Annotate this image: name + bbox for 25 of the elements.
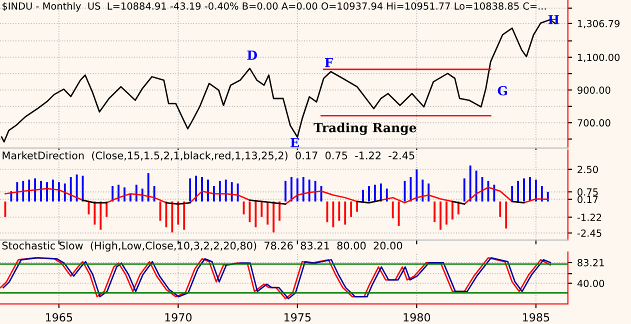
chart-title: MarketDirection (Close,15,1.5,2,1,black,red,1,13,25,2) 0.17 0.75 -1.22 -2.45 (2, 151, 414, 161)
annotation: F (324, 58, 334, 68)
y-tick-label: 0.75 (578, 188, 598, 196)
y-tick-label: 83.21 (578, 259, 604, 266)
y-tick-label: -1.22 (577, 214, 602, 221)
annotation: G (498, 86, 507, 96)
y-tick-label: 2.50 (578, 166, 598, 174)
x-tick-label: 1980 (404, 313, 430, 322)
chart-title: Stochastic Slow (High,Low,Close,10,3,2,2,20,80) 78.26 83.21 80.00 20.00 (2, 241, 402, 252)
x-tick-label: 1975 (284, 313, 311, 322)
y-tick-label: -2.45 (577, 229, 602, 237)
x-tick-label: 1985 (523, 313, 550, 322)
annotation: D (247, 50, 258, 60)
x-tick-label: 1970 (165, 313, 192, 322)
annotation: Trading Range (314, 122, 416, 135)
chart-title: $INDU - Monthly US L=10884.91 -43.19 -0.40% B=0.00 A=0.00 O=10937.94 Hi=10951.77 Lo=10838.85 C=... (2, 2, 546, 12)
annotation: E (290, 138, 299, 148)
y-tick-label: 1,100.00 (578, 54, 620, 62)
y-tick-label: 1,306.79 (578, 20, 620, 28)
y-tick-label: 900.00 (578, 86, 610, 94)
y-tick-label: 40.00 (577, 280, 604, 288)
annotation: H (548, 15, 560, 24)
y-tick-label: 0.17 (578, 196, 598, 204)
y-tick-label: 700.00 (578, 119, 610, 127)
x-tick-label: 1965 (46, 313, 72, 322)
